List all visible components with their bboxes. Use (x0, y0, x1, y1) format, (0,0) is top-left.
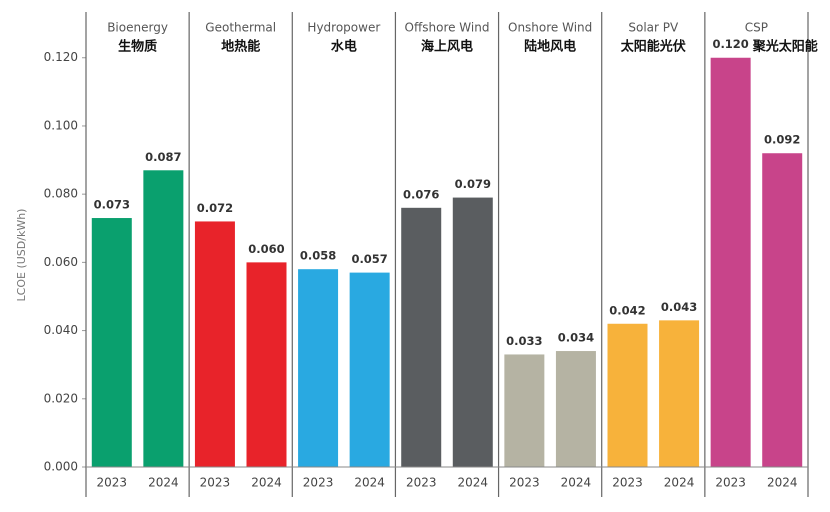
bar (143, 170, 184, 467)
value-label: 0.073 (94, 198, 130, 212)
bar (452, 197, 493, 467)
bar (194, 221, 235, 467)
y-tick-label: 0.120 (44, 50, 78, 64)
panel-subtitle: 生物质 (118, 39, 157, 55)
x-tick-label: 2023 (303, 476, 334, 490)
bar (246, 262, 287, 467)
value-label: 0.033 (506, 334, 542, 348)
bar (91, 218, 132, 467)
bar (504, 354, 545, 467)
panel-title: Offshore Wind (405, 21, 490, 35)
y-tick-label: 0.020 (44, 391, 78, 405)
x-tick-label: 2023 (715, 476, 746, 490)
x-tick-label: 2023 (509, 476, 540, 490)
value-label: 0.076 (403, 187, 439, 201)
value-label: 0.042 (609, 303, 645, 317)
bar (349, 272, 390, 467)
value-label: 0.087 (145, 150, 181, 164)
panel-subtitle: 海上风电 (421, 39, 473, 55)
x-tick-label: 2023 (406, 476, 437, 490)
bar (298, 269, 339, 467)
x-tick-label: 2024 (148, 476, 179, 490)
panel-title: CSP (745, 21, 768, 35)
bar (762, 153, 803, 467)
value-label: 0.043 (661, 300, 697, 314)
value-label: 0.120 (712, 37, 748, 51)
panel-title: Bioenergy (107, 21, 168, 35)
value-label: 0.072 (197, 201, 233, 215)
x-tick-label: 2024 (561, 476, 592, 490)
bar (555, 351, 596, 467)
value-label: 0.079 (455, 177, 491, 191)
bar (710, 57, 751, 467)
y-tick-label: 0.060 (44, 255, 78, 269)
x-tick-label: 2024 (767, 476, 798, 490)
panel-subtitle: 陆地风电 (524, 39, 576, 55)
x-tick-label: 2024 (664, 476, 695, 490)
value-label: 0.034 (558, 331, 594, 345)
bar (607, 323, 648, 467)
panel-subtitle: 太阳能光伏 (620, 39, 686, 55)
y-tick-label: 0.100 (44, 118, 78, 132)
x-tick-label: 2023 (97, 476, 128, 490)
value-label: 0.058 (300, 249, 336, 263)
panel-title: Onshore Wind (508, 21, 592, 35)
panel-subtitle: 水电 (331, 39, 357, 55)
y-tick-label: 0.000 (44, 460, 78, 474)
x-tick-label: 2023 (200, 476, 231, 490)
value-label: 0.092 (764, 133, 800, 147)
y-tick-label: 0.080 (44, 187, 78, 201)
bar (659, 320, 700, 467)
value-label: 0.060 (248, 242, 284, 256)
panel-title: Solar PV (628, 21, 679, 35)
y-axis-label: LCOE (USD/kWh) (15, 209, 28, 302)
x-tick-label: 2024 (251, 476, 282, 490)
x-tick-label: 2023 (612, 476, 643, 490)
bar (401, 207, 442, 467)
x-tick-label: 2024 (458, 476, 489, 490)
panel-subtitle: 聚光太阳能 (752, 39, 818, 55)
panel-title: Geothermal (205, 21, 276, 35)
y-tick-label: 0.040 (44, 323, 78, 337)
x-tick-label: 2024 (354, 476, 385, 490)
panel-title: Hydropower (307, 21, 380, 35)
panel-subtitle: 地热能 (221, 39, 260, 55)
value-label: 0.057 (351, 252, 387, 266)
